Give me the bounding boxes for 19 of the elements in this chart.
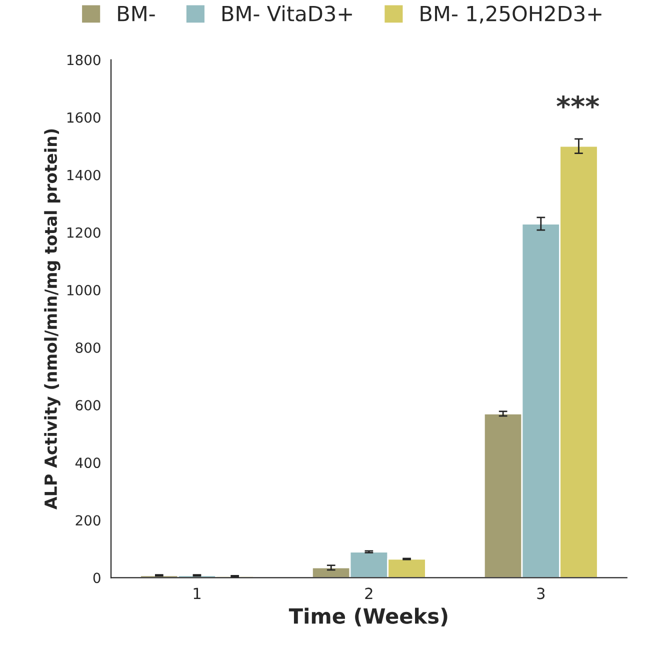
y-tick-label: 1400 xyxy=(67,170,100,180)
legend-label: BM- VitaD3+ xyxy=(222,5,352,22)
y-tick-label: 600 xyxy=(76,400,100,411)
legend-label: BM- 1,25OH2D3+ xyxy=(420,6,602,24)
y-tick-label: 400 xyxy=(75,458,100,468)
y-axis-title: ALP Activity (nmol/min/mg total protein) xyxy=(44,129,60,510)
annotation: *** xyxy=(556,96,600,108)
y-tick-label: 800 xyxy=(76,342,100,353)
y-tick-label: 1600 xyxy=(67,112,100,123)
y-tick-label: 1200 xyxy=(67,227,100,238)
x-axis-title: Time (Weeks) xyxy=(288,608,448,626)
y-tick-label: 1800 xyxy=(67,54,100,66)
x-tick-label: 1 xyxy=(194,588,200,600)
x-tick-label: 3 xyxy=(537,588,545,600)
y-tick-label: 0 xyxy=(93,572,100,584)
legend-label: BM- xyxy=(118,6,155,22)
y-tick-label: 200 xyxy=(76,515,100,526)
y-tick-label: 1000 xyxy=(67,284,100,296)
x-tick-label: 2 xyxy=(365,588,372,600)
